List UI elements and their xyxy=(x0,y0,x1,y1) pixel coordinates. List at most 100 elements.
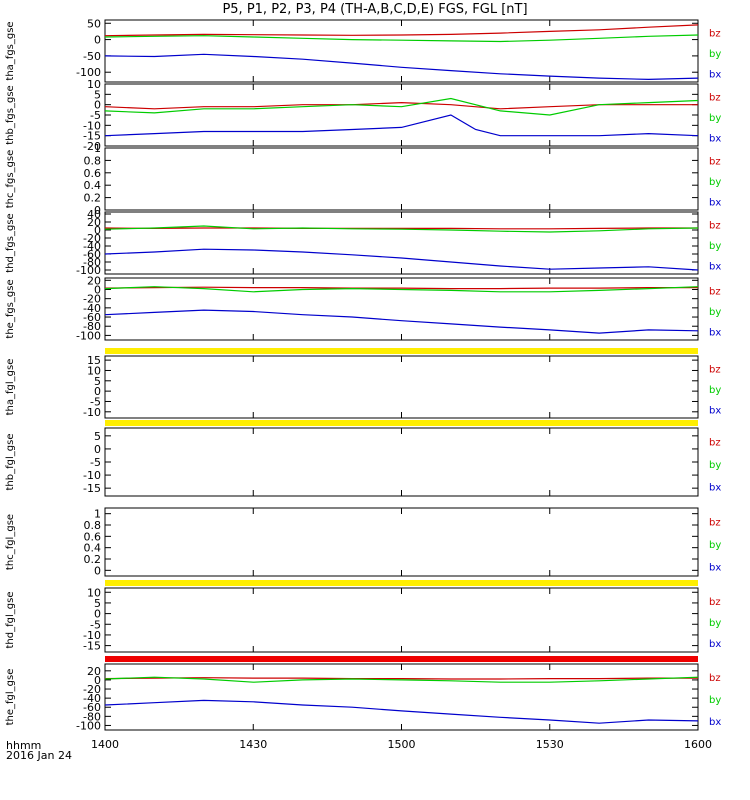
series-bx-4 xyxy=(104,248,699,271)
flag-bar-9 xyxy=(105,580,698,586)
ytick-label-5-2: -20 xyxy=(83,293,101,306)
ytick-label-6-3: 0 xyxy=(94,385,101,398)
legend-bx-5: bx xyxy=(709,327,721,338)
ytick-label-6-2: 5 xyxy=(94,375,101,388)
ytick-label-10-2: -20 xyxy=(83,683,101,696)
series-bx-2 xyxy=(104,114,699,137)
ytick-label-9-3: -5 xyxy=(90,618,101,631)
series-bz-2 xyxy=(104,101,698,110)
ylabel-7: thb_fgl_gse xyxy=(5,434,16,491)
ytick-label-7-3: -10 xyxy=(83,469,101,482)
ytick-label-3-2: 0.6 xyxy=(84,167,102,180)
ylabel-1: tha_fgs_gse xyxy=(5,21,16,80)
ytick-label-2-1: 5 xyxy=(94,88,101,101)
ylabel-10: the_fgl_gse xyxy=(5,669,16,726)
series-bx-5 xyxy=(104,309,699,334)
ytick-label-4-2: 0 xyxy=(94,224,101,237)
ylabel-9: thd_fgl_gse xyxy=(5,592,16,649)
panel-frame-10 xyxy=(104,663,699,731)
ytick-label-4-5: -60 xyxy=(83,248,101,261)
ytick-label-3-0: 1 xyxy=(94,142,101,155)
ytick-label-2-2: 0 xyxy=(94,99,101,112)
panel-frame-9 xyxy=(104,587,699,653)
legend-bz-10: bz xyxy=(709,673,721,684)
legend-by-2: by xyxy=(709,113,721,124)
xtick-label-3: 1530 xyxy=(536,738,564,751)
ytick-label-1-3: -100 xyxy=(76,66,101,79)
ytick-label-2-0: 10 xyxy=(87,78,101,91)
ylabel-3: thc_fgs_gse xyxy=(5,150,16,209)
series-by-5 xyxy=(104,286,699,293)
ytick-label-9-2: 0 xyxy=(94,608,101,621)
panel-frame-8 xyxy=(104,507,699,577)
series-by-10 xyxy=(104,676,699,683)
ytick-label-8-4: 0.2 xyxy=(84,553,102,566)
xtick-label-1: 1430 xyxy=(239,738,267,751)
chart-title: P5, P1, P2, P3, P4 (TH-A,B,C,D,E) FGS, F… xyxy=(222,2,528,17)
legend-bz-2: bz xyxy=(709,92,721,103)
series-bz-10 xyxy=(104,677,698,680)
ytick-label-3-3: 0.4 xyxy=(84,179,102,192)
legend-by-8: by xyxy=(709,540,721,551)
ytick-label-7-2: -5 xyxy=(90,456,101,469)
legend-bx-7: bx xyxy=(709,482,721,493)
ytick-label-5-0: 20 xyxy=(87,274,101,287)
ytick-label-5-1: 0 xyxy=(94,283,101,296)
legend-bx-4: bx xyxy=(709,261,721,272)
series-bx-10 xyxy=(104,699,699,724)
series-by-2 xyxy=(104,97,699,116)
legend-by-4: by xyxy=(709,241,721,252)
ytick-label-6-1: 10 xyxy=(87,364,101,377)
ytick-label-4-6: -80 xyxy=(83,256,101,269)
ylabel-5: the_fgs_gse xyxy=(5,279,16,338)
ytick-label-2-3: -5 xyxy=(90,109,101,122)
xtick-label-0: 1400 xyxy=(91,738,119,751)
panel-frame-7 xyxy=(104,427,699,497)
panel-frame-3 xyxy=(104,147,699,211)
ytick-label-4-4: -40 xyxy=(83,240,101,253)
series-by-4 xyxy=(104,225,699,233)
legend-bz-7: bz xyxy=(709,438,721,449)
legend-by-10: by xyxy=(709,695,721,706)
ytick-label-3-4: 0.2 xyxy=(84,192,102,205)
ytick-label-7-0: 5 xyxy=(94,430,101,443)
series-bz-4 xyxy=(104,227,698,230)
legend-by-6: by xyxy=(709,385,721,396)
legend-bx-6: bx xyxy=(709,405,721,416)
ytick-label-1-0: 50 xyxy=(87,17,101,30)
legend-bx-10: bx xyxy=(709,717,721,728)
flag-bar-6 xyxy=(105,348,698,354)
ylabel-4: thd_fgs_gse xyxy=(5,213,16,272)
ytick-label-2-6: -20 xyxy=(83,140,101,153)
ytick-label-7-4: -15 xyxy=(83,482,101,495)
ytick-label-7-1: 0 xyxy=(94,443,101,456)
xtick-label-4: 1600 xyxy=(684,738,712,751)
legend-bz-3: bz xyxy=(709,156,721,167)
ytick-label-9-0: 10 xyxy=(87,586,101,599)
ylabel-8: thc_fgl_gse xyxy=(5,514,16,570)
ylabel-6: tha_fgl_gse xyxy=(5,359,16,416)
legend-by-9: by xyxy=(709,618,721,629)
ytick-label-6-4: -5 xyxy=(90,395,101,408)
legend-bz-6: bz xyxy=(709,364,721,375)
legend-bx-3: bx xyxy=(709,197,721,208)
ytick-label-8-2: 0.6 xyxy=(84,530,102,543)
ytick-label-5-5: -80 xyxy=(83,320,101,333)
ytick-label-9-4: -10 xyxy=(83,629,101,642)
ytick-label-3-1: 0.8 xyxy=(84,154,102,167)
ytick-label-4-7: -100 xyxy=(76,264,101,277)
legend-by-7: by xyxy=(709,460,721,471)
legend-bx-1: bx xyxy=(709,69,721,80)
legend-bz-4: bz xyxy=(709,220,721,231)
ytick-label-4-0: 40 xyxy=(87,208,101,221)
x-axis-label: hhmm xyxy=(6,739,42,752)
panel-frame-6 xyxy=(104,355,699,419)
xtick-label-2: 1500 xyxy=(388,738,416,751)
panel-frame-4 xyxy=(104,211,699,275)
ytick-label-10-4: -60 xyxy=(83,701,101,714)
legend-by-3: by xyxy=(709,177,721,188)
ytick-label-2-4: -10 xyxy=(83,119,101,132)
ytick-label-4-3: -20 xyxy=(83,232,101,245)
ytick-label-6-5: -10 xyxy=(83,406,101,419)
